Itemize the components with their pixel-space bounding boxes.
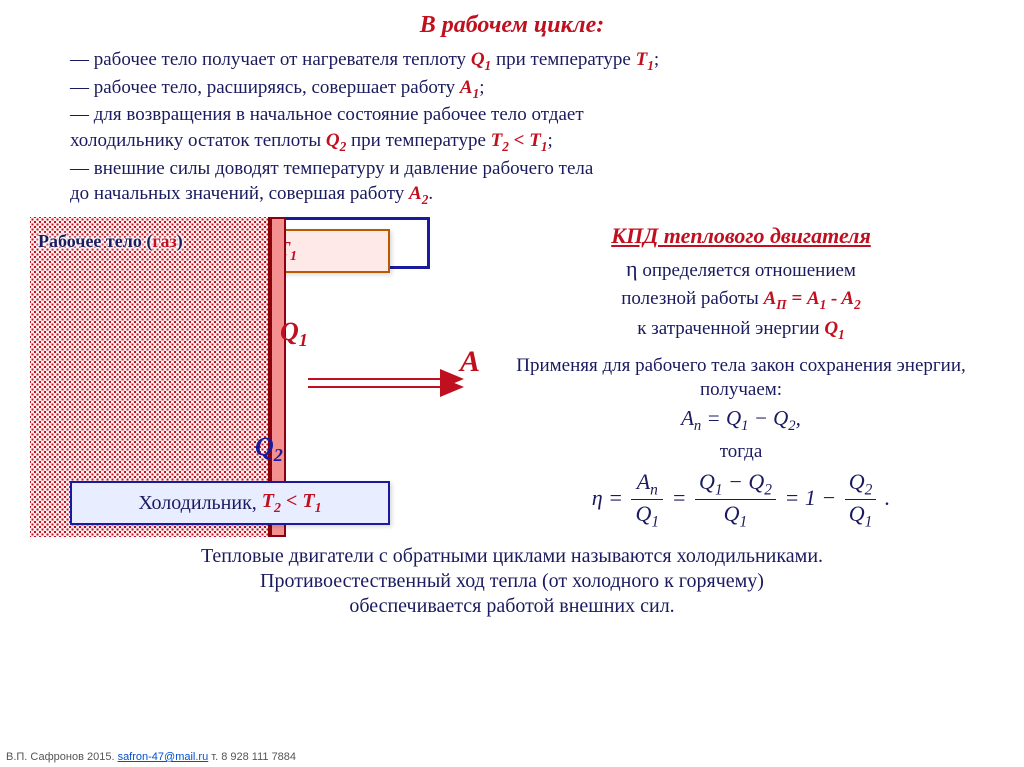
- step-4b: до начальных значений, совершая работу A…: [70, 181, 994, 209]
- footnote-heat-flow-b: обеспечивается работой внешних сил.: [30, 595, 994, 618]
- eta-def-1: η определяется отношением: [488, 255, 994, 283]
- step-1: — рабочее тело получает от нагревателя т…: [70, 47, 994, 75]
- footnote-reverse-cycle: Тепловые двигатели с обратными циклами н…: [30, 545, 994, 568]
- eta-def-2: полезной работы AП = A1 - A2: [488, 287, 994, 313]
- author-email-link[interactable]: safron-47@mail.ru: [118, 751, 209, 763]
- step-3a: — для возвращения в начальное состояние …: [70, 102, 994, 128]
- page-title: В рабочем цикле:: [30, 12, 994, 39]
- cooler-box: Холодильник, T2 < T1: [70, 481, 390, 525]
- cycle-steps: — рабочее тело получает от нагревателя т…: [70, 47, 994, 209]
- author-credit: В.П. Сафронов 2015. safron-47@mail.ru т.…: [6, 751, 296, 763]
- formula-eta: η = AпQ1 = Q1 − Q2Q1 = 1 − Q2Q1 .: [488, 468, 994, 532]
- work-a-label: A: [460, 345, 480, 379]
- footnote-heat-flow-a: Противоестественный ход тепла (от холодн…: [30, 570, 994, 593]
- step-3b: холодильнику остаток теплоты Q2 при темп…: [70, 128, 994, 156]
- formula-ap: Aп = Q1 − Q2,: [488, 405, 994, 436]
- q2-label: Q2: [255, 432, 283, 466]
- kpd-title: КПД теплового двигателя: [488, 223, 994, 249]
- step-4a: — внешние силы доводят температуру и дав…: [70, 156, 994, 182]
- q1-label: Q1: [280, 317, 308, 351]
- then-label: тогда: [488, 440, 994, 464]
- engine-diagram: Нагреватель, T1 Ра: [30, 217, 470, 537]
- eta-def-3: к затраченной энергии Q1: [488, 317, 994, 343]
- step-2: — рабочее тело, расширяясь, совершает ра…: [70, 75, 994, 103]
- gas-label: Рабочее тело (газ): [38, 231, 183, 252]
- conservation-law: Применяя для рабочего тела закон сохране…: [488, 354, 994, 402]
- efficiency-panel: КПД теплового двигателя η определяется о…: [488, 217, 994, 537]
